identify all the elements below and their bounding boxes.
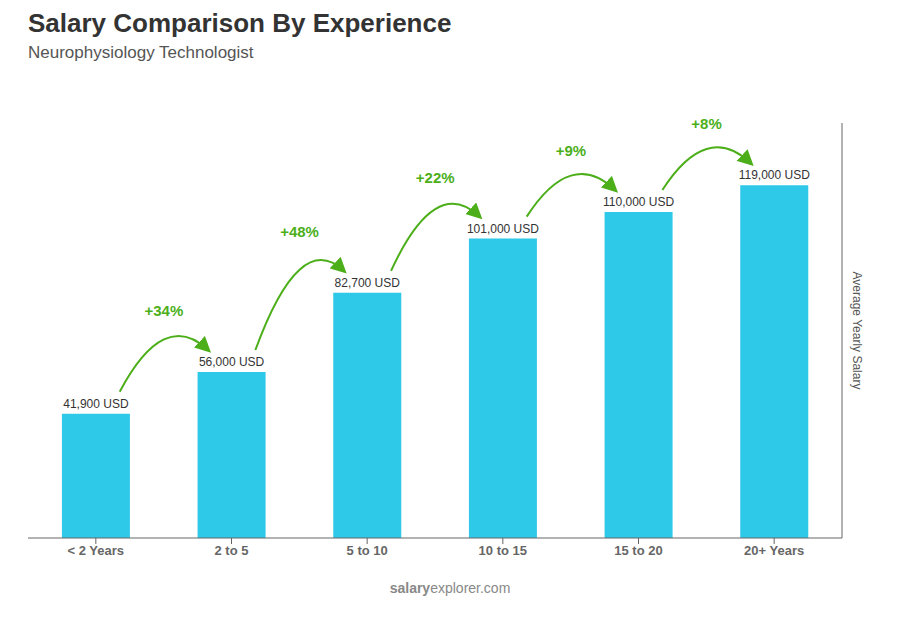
svg-text:15 to 20: 15 to 20 (614, 543, 662, 558)
svg-text:101,000 USD: 101,000 USD (467, 222, 539, 236)
html-text:salary explorer.com: salary explorer.com (389, 580, 511, 596)
svg-text:10 to 15: 10 to 15 (479, 543, 527, 558)
svg-text:110,000 USD: 110,000 USD (603, 195, 674, 209)
svg-text:+9%: +9% (556, 142, 586, 159)
svg-text:5 to 10: 5 to 10 (347, 543, 388, 558)
svg-text:41,900 USD: 41,900 USD (63, 397, 129, 411)
svg-text:< 2 Years: < 2 Years (68, 543, 125, 558)
svg-text:20+ Years: 20+ Years (744, 543, 804, 558)
svg-text:56,000 USD: 56,000 USD (199, 355, 265, 369)
svg-text:+8%: +8% (691, 115, 721, 132)
html-text:Salary Comparison By Experienc: Salary Comparison By Experience (28, 8, 452, 38)
svg-text:+34%: +34% (145, 302, 184, 319)
html-text:Neurophysiology Technologist: Neurophysiology Technologist (28, 43, 254, 62)
svg-text:Average Yearly Salary: Average Yearly Salary (850, 272, 864, 390)
svg-text:82,700 USD: 82,700 USD (335, 276, 401, 290)
svg-text:+22%: +22% (416, 169, 455, 186)
svg-text:+48%: +48% (280, 223, 319, 240)
svg-text:119,000 USD: 119,000 USD (739, 168, 810, 182)
svg-text:2 to 5: 2 to 5 (215, 543, 249, 558)
